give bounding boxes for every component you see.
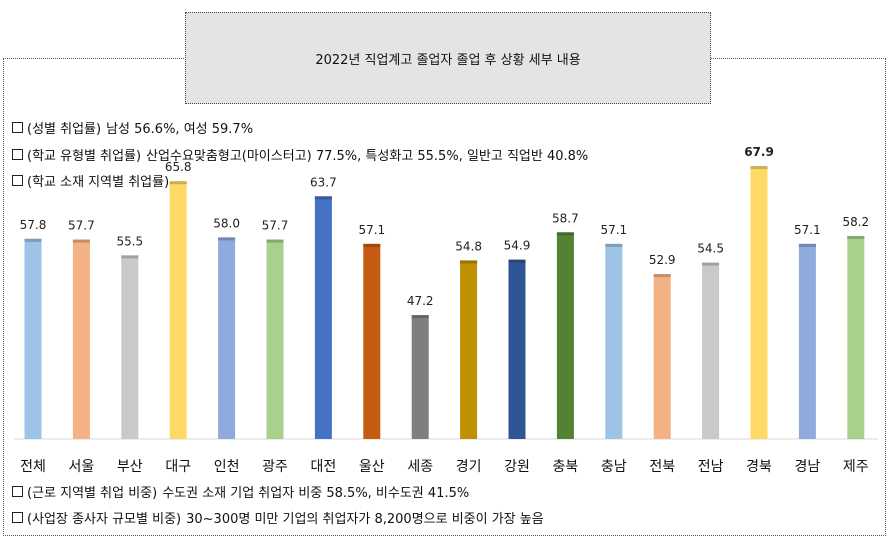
bar-top-edge <box>798 243 816 247</box>
data-label: 58.2 <box>842 215 869 229</box>
data-label: 57.1 <box>794 223 821 237</box>
data-label: 54.9 <box>504 239 531 253</box>
bar-11 <box>508 259 526 439</box>
category-label: 서울 <box>69 459 95 475</box>
bar-14 <box>653 274 671 439</box>
category-label: 세종 <box>407 459 433 475</box>
bar-top-edge <box>702 262 720 266</box>
bar-top-edge <box>266 239 284 243</box>
bar-15 <box>702 262 720 439</box>
category-label: 충남 <box>601 459 627 475</box>
bar-10 <box>460 260 478 439</box>
category-label: 인천 <box>214 459 240 475</box>
bullet-text: 30~300명 미만 기업의 취업자가 8,200명으로 비중이 가장 높음 <box>186 512 544 527</box>
data-label: 57.7 <box>68 219 95 233</box>
bar-top-edge <box>508 259 526 263</box>
page-title: 2022년 직업계고 졸업자 졸업 후 상황 세부 내용 <box>315 52 581 68</box>
bullet-heading: (사업장 종사자 규모별 비중) <box>27 512 182 527</box>
bar-top-edge <box>363 243 381 247</box>
category-label: 대전 <box>311 459 337 475</box>
bar-top-edge <box>218 237 236 241</box>
bullet-text: 남성 56.6%, 여성 59.7% <box>106 122 254 137</box>
data-label: 55.5 <box>116 234 143 248</box>
bar-9 <box>411 315 429 439</box>
bullet-company-size: (사업장 종사자 규모별 비중) 30~300명 미만 기업의 취업자가 8,2… <box>12 508 544 527</box>
bullet-heading: (근로 지역별 취업 비중) <box>27 486 158 501</box>
bullet-school-type: (학교 유형별 취업률) 산업수요맞춤형고(마이스터고) 77.5%, 특성화고… <box>12 145 588 164</box>
checkbox-square-icon <box>12 149 23 160</box>
category-label: 전체 <box>20 459 46 475</box>
bar-top-edge <box>121 255 139 259</box>
bullet-text: 수도권 소재 기업 취업자 비중 58.5%, 비수도권 41.5% <box>162 486 470 501</box>
bar-top-edge <box>72 239 90 243</box>
data-label: 54.8 <box>455 239 482 253</box>
bar-1 <box>24 238 42 439</box>
checkbox-square-icon <box>12 122 23 133</box>
bar-top-edge <box>653 274 671 278</box>
category-label: 울산 <box>359 459 385 475</box>
bar-top-edge <box>411 315 429 319</box>
bar-top-edge <box>556 232 574 236</box>
bar-4 <box>169 181 187 440</box>
data-label: 57.7 <box>262 219 289 233</box>
data-label: 58.0 <box>213 216 240 230</box>
bar-3 <box>121 255 139 439</box>
data-label: 65.8 <box>165 160 192 174</box>
category-label: 경기 <box>456 459 482 475</box>
bar-group: 57.8 전체 57.7 서울 55.5 부산 65.8 대구 58.0 인천 57.7 광주 63.7… <box>20 145 870 475</box>
bullet-heading: (학교 유형별 취업률) <box>27 149 142 164</box>
bullet-gender: (성별 취업률) 남성 56.6%, 여성 59.7% <box>12 118 253 137</box>
bar-17 <box>798 243 816 439</box>
data-label: 63.7 <box>310 175 337 189</box>
bar-top-edge <box>314 196 332 200</box>
checkbox-square-icon <box>12 512 23 523</box>
bullet-heading: (학교 소재 지역별 취업률) <box>27 175 170 190</box>
category-label: 강원 <box>504 459 530 475</box>
category-label: 제주 <box>843 459 869 475</box>
category-label: 전남 <box>698 459 724 475</box>
bar-top-edge <box>460 260 478 264</box>
data-label: 47.2 <box>407 294 434 308</box>
category-label: 전북 <box>649 459 675 475</box>
bar-7 <box>314 196 332 439</box>
data-label: 57.1 <box>600 223 627 237</box>
bar-top-edge <box>169 181 187 185</box>
data-label: 67.9 <box>744 145 774 159</box>
category-label: 경남 <box>795 459 821 475</box>
bullet-text: 산업수요맞춤형고(마이스터고) 77.5%, 특성화고 55.5%, 일반고 직… <box>146 149 589 164</box>
data-label: 54.5 <box>697 242 724 256</box>
bar-6 <box>266 239 284 439</box>
bullet-work-region: (근로 지역별 취업 비중) 수도권 소재 기업 취업자 비중 58.5%, 비… <box>12 482 469 501</box>
data-label: 57.8 <box>20 218 47 232</box>
bullet-heading: (성별 취업률) <box>27 122 102 137</box>
bar-18 <box>847 235 865 439</box>
checkbox-square-icon <box>12 175 23 186</box>
category-label: 대구 <box>165 459 191 475</box>
checkbox-square-icon <box>12 486 23 497</box>
data-label: 52.9 <box>649 253 676 267</box>
category-label: 경북 <box>746 459 772 475</box>
bar-top-edge <box>24 238 42 242</box>
bar-13 <box>605 243 623 439</box>
bar-16 <box>750 166 768 439</box>
bar-5 <box>218 237 236 439</box>
bar-top-edge <box>750 166 768 170</box>
category-label: 충북 <box>553 459 579 475</box>
data-label: 57.1 <box>358 223 385 237</box>
title-box: 2022년 직업계고 졸업자 졸업 후 상황 세부 내용 <box>185 12 711 104</box>
bar-top-edge <box>605 243 623 247</box>
bar-8 <box>363 243 381 439</box>
bar-2 <box>72 239 90 439</box>
category-label: 광주 <box>262 459 288 475</box>
bar-top-edge <box>847 235 865 239</box>
bullet-region: (학교 소재 지역별 취업률) <box>12 171 174 190</box>
category-label: 부산 <box>117 459 143 475</box>
bar-12 <box>556 232 574 439</box>
data-label: 58.7 <box>552 211 579 225</box>
